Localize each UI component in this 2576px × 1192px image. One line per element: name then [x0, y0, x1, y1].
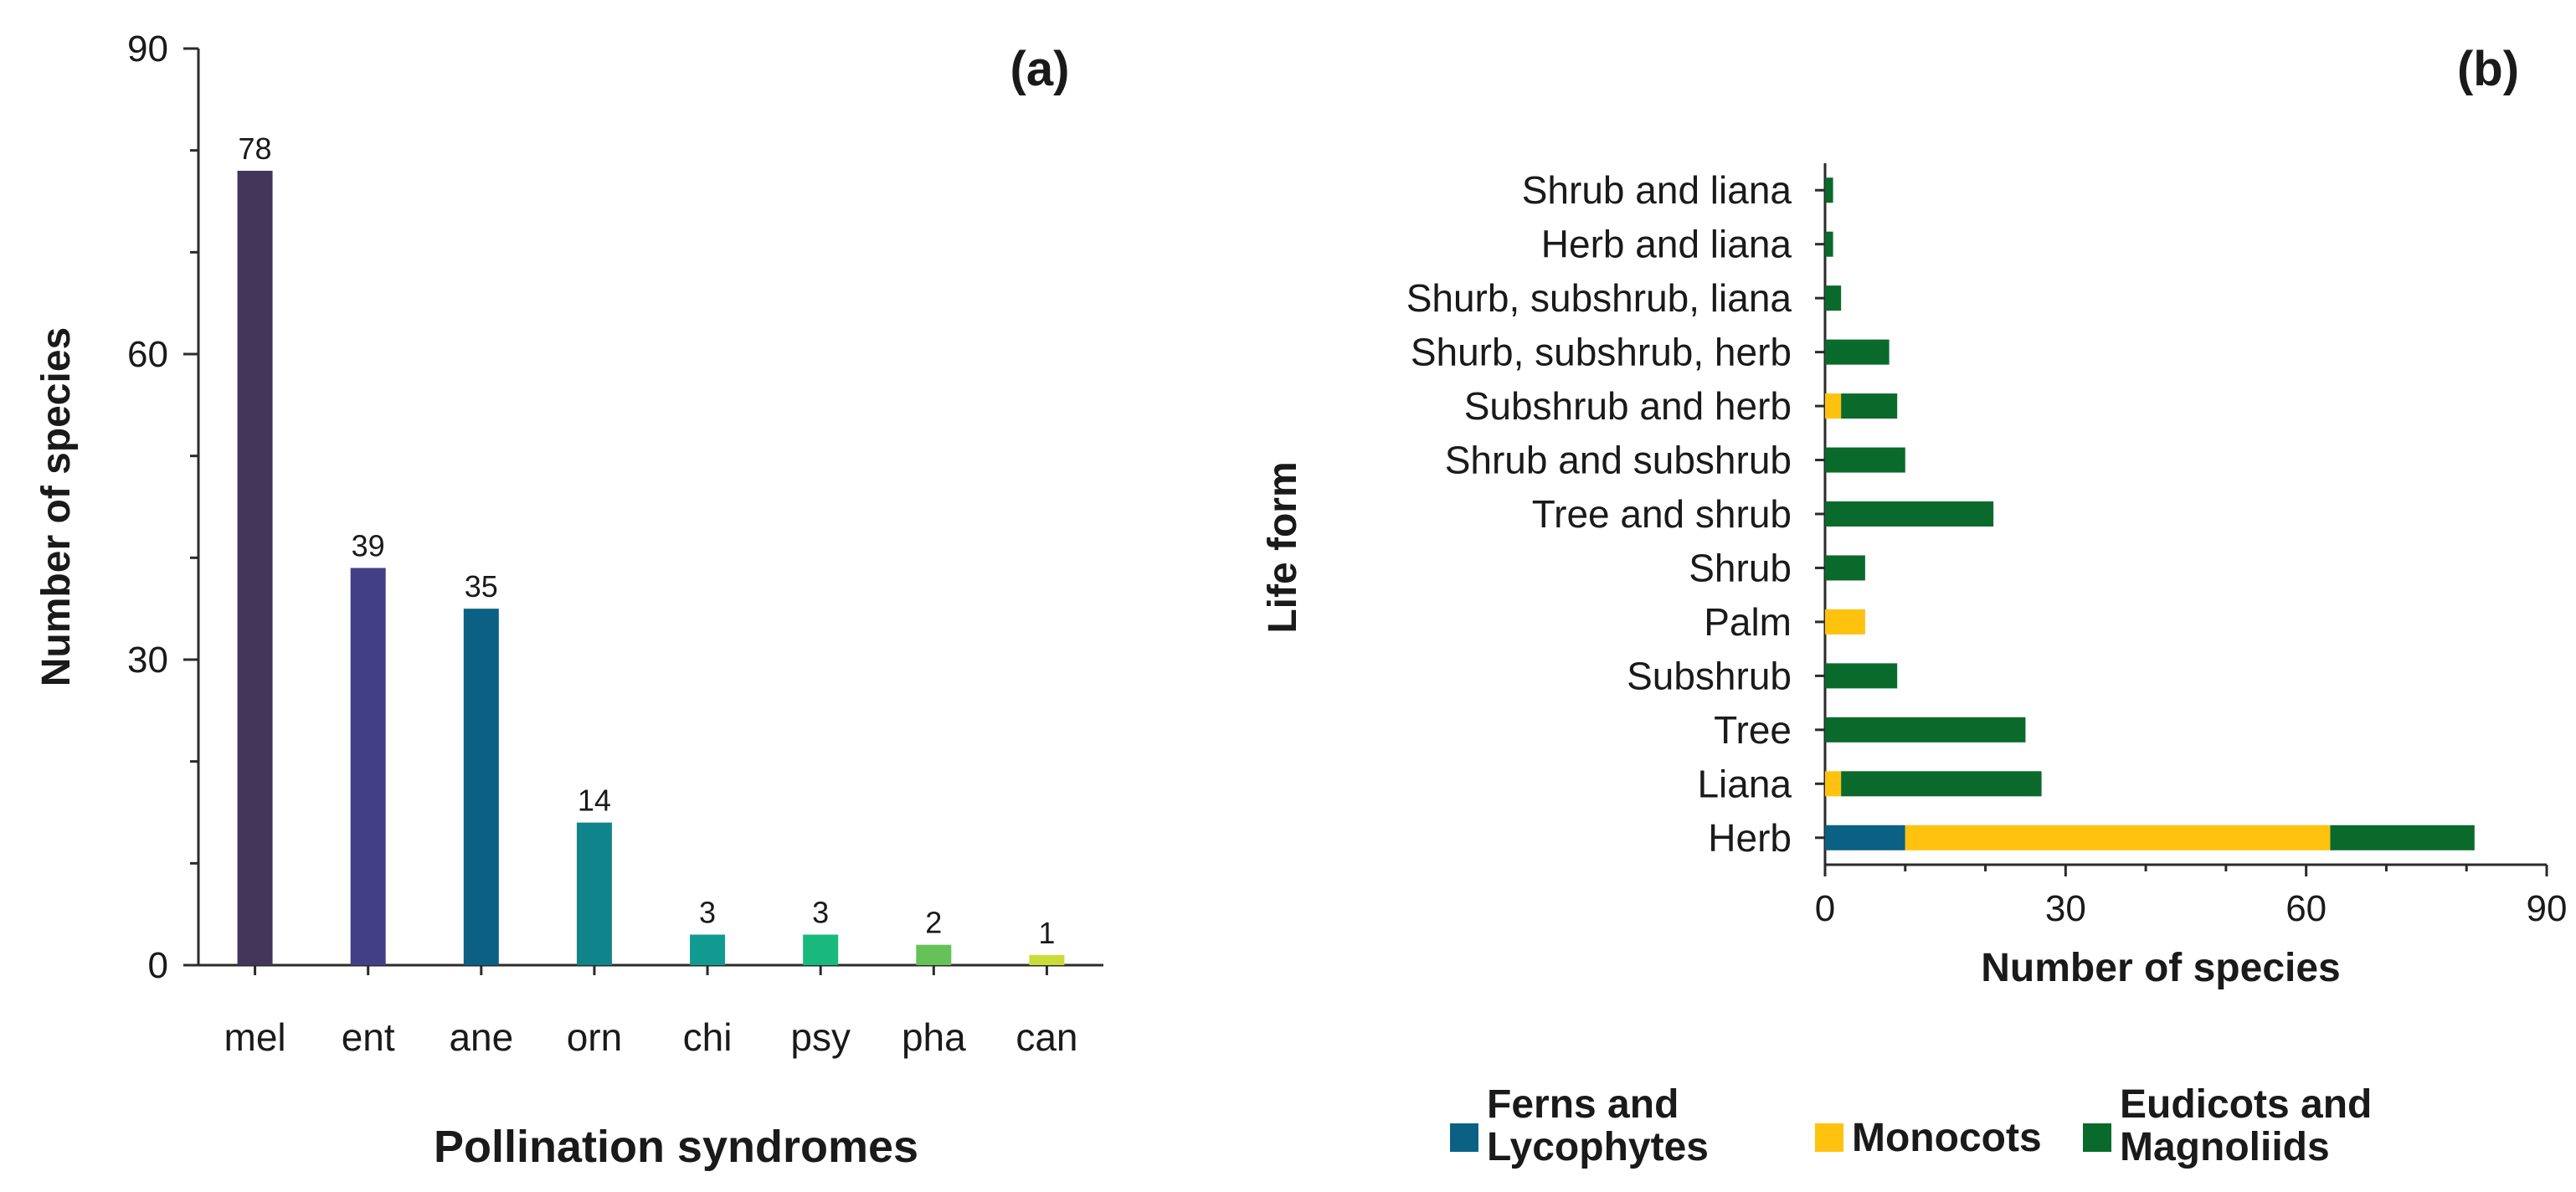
chart-b-y-tick-label-tree-and-shrub: Tree and shrub — [1532, 492, 1792, 536]
chart-a-bar-orn — [576, 822, 612, 965]
chart-b-bar-tree-eudicots-and-magnoliids — [1825, 717, 2026, 742]
chart-b-panel-label: (b) — [2457, 42, 2519, 96]
chart-a-bar-value-can: 1 — [1038, 916, 1055, 950]
chart-a-bar-value-ent: 39 — [352, 529, 385, 563]
chart-b-bar-palm-monocots — [1825, 609, 1865, 635]
chart-b-bar-liana-eudicots-and-magnoliids — [1841, 771, 2042, 797]
chart-b-bar-herb-eudicots-and-magnoliids — [2330, 825, 2475, 850]
chart-b-x-tick-label: 0 — [1815, 888, 1835, 929]
chart-a-bar-can — [1029, 954, 1065, 965]
chart-b-y-tick-label-herb: Herb — [1708, 816, 1792, 860]
chart-a-y-axis-title: Number of species — [34, 327, 79, 686]
chart-b-y-tick-label-shrub: Shrub — [1689, 546, 1792, 589]
chart-a-bar-ane — [463, 609, 499, 965]
chart-a-x-tick-label-can: can — [1015, 1015, 1077, 1059]
chart-a-y-tick-label: 0 — [148, 945, 168, 986]
chart-a-bar-value-pha: 2 — [925, 906, 942, 940]
chart-a-panel-label: (a) — [1010, 42, 1070, 96]
chart-a-y-tick-label: 30 — [127, 640, 168, 681]
chart-a-x-tick-label-psy: psy — [790, 1015, 851, 1059]
chart-a-y-tick-label: 90 — [127, 28, 168, 69]
chart-b-x-tick-label: 90 — [2527, 888, 2568, 929]
chart-b-bar-herb-monocots — [1905, 825, 2331, 850]
chart-a-x-tick-label-ent: ent — [342, 1015, 395, 1059]
chart-a-x-tick-label-chi: chi — [683, 1015, 733, 1059]
chart-a-bar-value-mel: 78 — [239, 131, 272, 166]
chart-a-bar-value-psy: 3 — [812, 896, 829, 930]
legend-label-eudicots-and-magnoliids-line1: Eudicots and — [2120, 1082, 2372, 1127]
chart-a-x-axis-title: Pollination syndromes — [434, 1122, 918, 1172]
chart-b-y-tick-label-shrub-and-liana: Shrub and liana — [1522, 168, 1792, 212]
legend-swatch-ferns-and-lycophytes — [1450, 1123, 1478, 1152]
chart-b-y-tick-label-shrub-and-subshrub: Shrub and subshrub — [1445, 439, 1792, 482]
chart-b-bar-subshrub-and-herb-eudicots-and-magnoliids — [1841, 393, 1898, 419]
chart-a-x-tick-label-mel: mel — [224, 1015, 286, 1059]
legend-label-monocots: Monocots — [1852, 1116, 2042, 1160]
chart-b-bar-liana-monocots — [1825, 771, 1842, 797]
chart-b-bar-shurb-subshrub-herb-eudicots-and-magnoliids — [1825, 339, 1890, 365]
chart-a-x-tick-label-pha: pha — [902, 1015, 966, 1059]
chart-b-y-tick-label-subshrub-and-herb: Subshrub and herb — [1464, 384, 1792, 428]
chart-b-bar-shrub-eudicots-and-magnoliids — [1825, 555, 1865, 581]
chart-a-bar-value-ane: 35 — [465, 569, 498, 604]
chart-b-y-axis-title: Life form — [1261, 461, 1305, 633]
chart-b-bar-herb-and-liana-eudicots-and-magnoliids — [1825, 231, 1833, 257]
legend-label-eudicots-and-magnoliids-line2: Magnoliids — [2120, 1125, 2330, 1169]
legend-label-ferns-and-lycophytes-line1: Ferns and — [1487, 1082, 1679, 1127]
chart-b-x-tick-label: 60 — [2285, 888, 2327, 929]
chart-b-x-tick-label: 30 — [2045, 888, 2086, 929]
legend-swatch-monocots — [1815, 1123, 1843, 1152]
chart-b-y-tick-label-tree: Tree — [1714, 708, 1792, 752]
legend-swatch-eudicots-and-magnoliids — [2083, 1123, 2111, 1152]
chart-b-y-tick-label-liana: Liana — [1697, 762, 1792, 805]
chart-b-x-axis-title: Number of species — [1981, 946, 2340, 990]
chart-a-y-tick-label: 60 — [127, 334, 168, 375]
chart-a-bar-psy — [803, 934, 839, 965]
chart-b-bar-tree-and-shrub-eudicots-and-magnoliids — [1825, 501, 1994, 527]
chart-a-bar-chi — [690, 934, 726, 965]
chart-a-x-tick-label-ane: ane — [449, 1015, 513, 1059]
chart-b-bar-subshrub-and-herb-monocots — [1825, 393, 1842, 419]
chart-b-y-tick-label-subshrub: Subshrub — [1627, 654, 1792, 697]
chart-a-x-tick-label-orn: orn — [567, 1015, 622, 1059]
chart-b-y-tick-label-shurb-subshrub-herb: Shurb, subshrub, herb — [1411, 331, 1792, 374]
chart-b-life-form: 0 30 60 90 Herb Liana Tree Subshrub Palm Shrub Tre… — [1261, 42, 2567, 990]
chart-b-bar-shurb-subshrub-liana-eudicots-and-magnoliids — [1825, 285, 1842, 311]
chart-b-bar-shrub-and-liana-eudicots-and-magnoliids — [1825, 177, 1833, 203]
chart-b-y-tick-label-herb-and-liana: Herb and liana — [1541, 223, 1792, 266]
chart-a-pollination-syndromes: 0 30 60 90 78 mel 39 ent 35 ane 14 orn 3 chi 3 psy 2 pha 1… — [34, 28, 1103, 1172]
chart-a-bar-mel — [237, 171, 273, 965]
legend-label-ferns-and-lycophytes-line2: Lycophytes — [1487, 1125, 1709, 1169]
chart-b-bar-shrub-and-subshrub-eudicots-and-magnoliids — [1825, 447, 1905, 473]
chart-b-y-tick-label-palm: Palm — [1704, 600, 1792, 644]
chart-b-bar-subshrub-eudicots-and-magnoliids — [1825, 663, 1898, 689]
chart-a-bar-value-orn: 14 — [578, 784, 611, 818]
chart-a-bar-value-chi: 3 — [699, 896, 716, 930]
chart-a-bar-ent — [350, 568, 386, 965]
chart-b-y-tick-label-shurb-subshrub-liana: Shurb, subshrub, liana — [1406, 276, 1792, 320]
chart-b-bar-herb-ferns-and-lycophytes — [1825, 825, 1905, 850]
chart-a-bar-pha — [916, 944, 952, 965]
